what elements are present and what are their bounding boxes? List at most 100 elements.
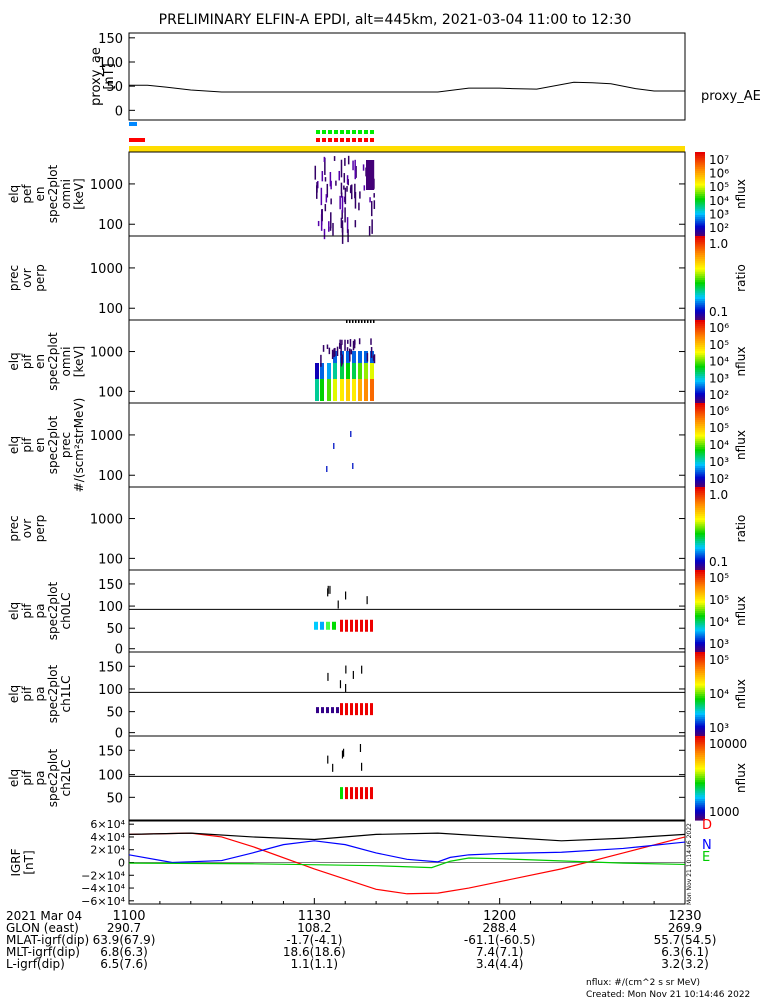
colorbar-step <box>695 273 705 277</box>
pixel <box>345 683 347 692</box>
igrf-ytick-label: 2×10⁴ <box>90 844 125 857</box>
colorbar-step <box>695 403 705 406</box>
pixel <box>349 339 352 347</box>
colorbar-step <box>695 160 705 164</box>
colorbar-step <box>695 633 705 637</box>
colorbar-step <box>695 311 705 315</box>
colorbar-step <box>695 466 705 469</box>
pixel <box>372 160 374 190</box>
dash-green <box>352 130 356 134</box>
colorbar-step <box>695 509 705 513</box>
colorbar-step <box>695 396 705 400</box>
pixel <box>346 379 350 401</box>
proxy-ae-ytick-label: 50 <box>106 80 123 95</box>
pixel <box>326 466 328 472</box>
colorbar-step <box>695 407 705 410</box>
colorbar-step <box>695 794 705 798</box>
pixel <box>333 363 337 379</box>
pixel <box>344 207 346 223</box>
colorbar-step <box>695 712 705 716</box>
pixel <box>358 379 362 401</box>
colorbar-step <box>695 394 705 398</box>
colorbar-step <box>695 400 705 404</box>
colorbar-step <box>695 240 705 243</box>
colorbar-step <box>695 815 705 819</box>
pixel <box>345 703 348 716</box>
pixel <box>346 186 348 192</box>
pixel <box>333 156 336 161</box>
pixel <box>341 220 344 233</box>
colorbar-step <box>695 754 705 758</box>
pixel <box>326 621 330 630</box>
panel-prec_ovr_perp_i: 1000 100 precovrperp 1.0 0.1 ratio <box>7 486 748 571</box>
pixel <box>322 345 325 352</box>
pixel <box>314 165 317 180</box>
colorbar-step <box>695 594 705 598</box>
colorbar-step <box>695 315 705 319</box>
ephemeris-row-label: MLAT-igrf(dip) <box>6 933 89 947</box>
spectrogram-data <box>315 320 376 401</box>
pixel <box>346 351 350 363</box>
pixel <box>315 379 319 401</box>
colorbar-step <box>695 489 705 492</box>
pixel <box>354 159 356 171</box>
pixel <box>352 670 354 679</box>
pixel <box>340 182 343 195</box>
dash-red <box>328 138 332 142</box>
pixel <box>340 363 344 379</box>
colorbar-step <box>695 765 705 769</box>
colorbar: 10⁵ 10⁵ 10⁴ 10³ nflux <box>695 570 748 653</box>
colorbar-step <box>695 592 705 596</box>
pixel <box>333 348 335 357</box>
panel-ylabel: elqpifpaspec2plotch0LC <box>7 581 73 640</box>
pixel <box>365 703 368 716</box>
colorbar-step <box>695 497 705 501</box>
ephemeris-value: 3.2(3.2) <box>661 957 709 971</box>
colorbar-step <box>695 231 705 235</box>
colorbar-step <box>695 666 705 670</box>
xtick-label: 1200 <box>483 909 516 924</box>
colorbar-step <box>695 426 705 429</box>
colorbar-step <box>695 221 705 224</box>
pixel <box>373 160 375 190</box>
colorbar-step <box>695 576 705 579</box>
colorbar-step <box>695 813 705 817</box>
pixel <box>373 354 376 364</box>
colorbar-step <box>695 282 705 285</box>
pixel <box>367 160 369 190</box>
pixel <box>354 165 357 180</box>
pixel <box>350 787 353 800</box>
dash-green <box>346 130 350 134</box>
panel-elx_pif_en_spec2plot_prec: 1000 100 elqpifenspec2plotprec#/(scm²strMe… <box>7 398 748 493</box>
colorbar-step <box>695 487 705 490</box>
pixel <box>358 351 362 363</box>
colorbar-step <box>695 250 705 254</box>
pixel <box>346 363 350 379</box>
colorbar-step <box>695 457 705 461</box>
colorbar-step <box>695 670 705 674</box>
colorbar-step <box>695 223 705 227</box>
dash-red <box>364 138 368 142</box>
colorbar-step <box>695 474 705 478</box>
pixel <box>324 177 327 182</box>
ytick-label: 150 <box>98 744 123 759</box>
pixel <box>323 156 326 162</box>
pixel <box>370 338 372 345</box>
ephemeris-value: 290.7 <box>107 921 141 935</box>
colorbar-step <box>695 809 705 813</box>
pixel <box>364 351 368 363</box>
pixel <box>360 703 363 716</box>
colorbar-step <box>695 631 705 635</box>
colorbar-step <box>695 179 705 182</box>
colorbar-step <box>695 442 705 446</box>
pixel <box>316 182 318 193</box>
colorbar-step <box>695 769 705 773</box>
colorbar-step <box>695 658 705 661</box>
colorbar-step <box>695 586 705 590</box>
colorbar-step <box>695 217 705 220</box>
pixel <box>350 184 353 200</box>
dash-red <box>352 138 356 142</box>
colorbar-step <box>695 543 705 546</box>
colorbar-tick-label: 10⁵ <box>709 653 729 667</box>
colorbar-step <box>695 263 705 266</box>
